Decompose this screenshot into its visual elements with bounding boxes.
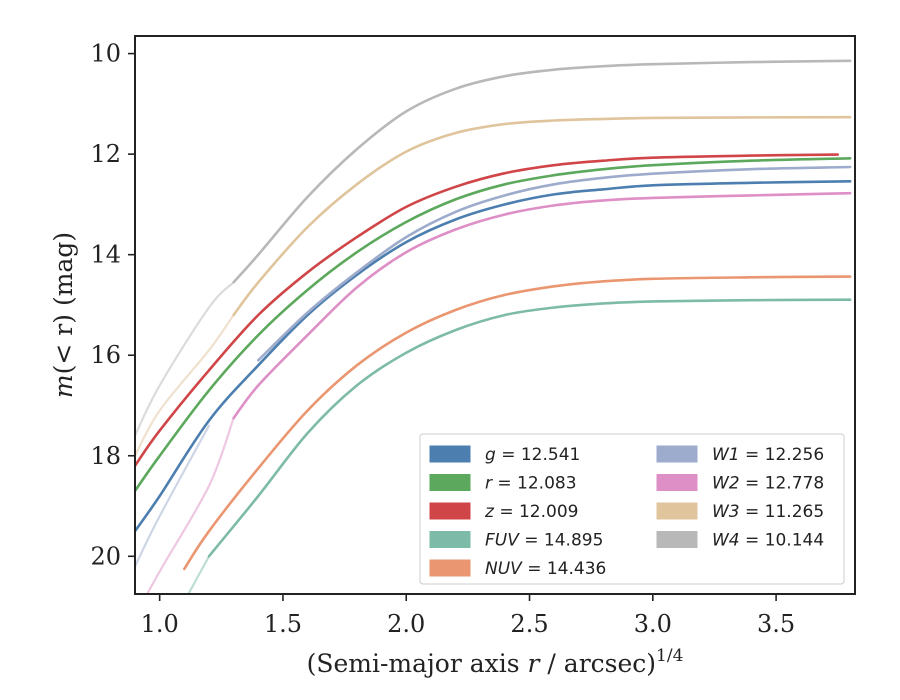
x-axis-label-suffix: / arcsec) (539, 649, 656, 678)
legend-series-value: = 14.436 (522, 559, 607, 579)
x-tick-label: 1.0 (141, 610, 179, 638)
legend-label-nuv: NUV = 14.436 (485, 559, 606, 579)
y-axis: 10 12 14 16 18 20 (90, 40, 135, 570)
legend-series-name: NUV (485, 559, 523, 579)
series-w3-line (232, 115, 852, 317)
series-layer (135, 59, 852, 594)
series-fuv-faint-line (187, 555, 211, 594)
y-axis-label-m: m (49, 374, 78, 398)
legend-series-value: = 12.083 (492, 474, 577, 494)
y-axis-label-unit: (mag) (49, 232, 78, 314)
series-w1-line (257, 165, 852, 362)
legend-series-name: r (485, 474, 493, 494)
legend-swatch-w3 (656, 502, 698, 520)
legend-label-r: r = 12.083 (485, 474, 577, 494)
legend-label-fuv: FUV = 14.895 (485, 531, 603, 551)
legend-label-w2: W2 = 12.778 (712, 474, 824, 494)
y-tick-label: 20 (90, 542, 121, 570)
legend-series-name: W1 (712, 445, 740, 465)
series-z-line (135, 153, 839, 468)
x-axis: 1.0 1.5 2.0 2.5 3.0 3.5 (141, 594, 795, 638)
y-tick-label: 14 (90, 241, 121, 269)
y-tick-label: 12 (90, 140, 121, 168)
legend-label-w1: W1 = 12.256 (712, 445, 824, 465)
series-r-line (135, 157, 852, 493)
plot-frame (134, 35, 856, 595)
legend-series-name: FUV (485, 531, 520, 551)
legend-swatch-w1 (656, 445, 698, 463)
y-axis-label-args: (< r) (49, 314, 78, 374)
series-w2-line (232, 191, 852, 420)
legend-swatch-nuv (429, 559, 471, 577)
x-tick-label: 1.5 (264, 610, 302, 638)
x-axis-label: (Semi-major axis r / arcsec)1/4 (307, 646, 684, 678)
series-nuv-line (183, 275, 852, 571)
legend-series-value: = 12.541 (496, 445, 581, 465)
legend-swatch-fuv (429, 531, 471, 548)
y-tick-label: 10 (90, 40, 121, 68)
legend-swatch-r (429, 474, 471, 491)
series-w1-faint-line (135, 424, 211, 568)
legend-label-w3: W3 = 11.265 (712, 502, 824, 522)
legend-series-name: g (485, 445, 496, 465)
legend-series-value: = 12.256 (740, 445, 825, 465)
y-axis-label: m(< r) (mag) (49, 232, 78, 398)
x-tick-label: 2.0 (387, 610, 425, 638)
x-tick-label: 2.5 (510, 610, 548, 638)
legend-box (419, 433, 845, 585)
x-tick-label: 3.0 (634, 610, 672, 638)
x-axis-label-exponent: 1/4 (656, 646, 683, 666)
x-tick-label: 3.5 (757, 610, 795, 638)
legend-series-value: = 11.265 (740, 502, 825, 522)
x-axis-label-variable: r (528, 649, 542, 678)
legend-series-value: = 12.009 (494, 502, 579, 522)
legend-series-value: = 10.144 (740, 531, 825, 551)
legend-swatch-g (429, 445, 471, 463)
y-tick-label: 16 (90, 341, 121, 369)
y-tick-label: 18 (90, 442, 121, 470)
legend-series-name: z (484, 502, 495, 522)
series-g-line (135, 180, 852, 533)
legend-series-value: = 14.895 (519, 531, 604, 551)
legend-swatch-z (429, 502, 471, 520)
series-w4-line (232, 59, 852, 284)
legend-swatch-w2 (656, 474, 698, 491)
series-w2-faint-line (145, 417, 235, 594)
legend-label-w4: W4 = 10.144 (712, 531, 824, 551)
x-axis-label-prefix: (Semi-major axis (307, 649, 528, 678)
legend-series-name: W4 (712, 531, 740, 551)
legend-series-name: W3 (712, 502, 740, 522)
legend-label-z: z = 12.009 (484, 502, 578, 522)
legend-series-value: = 12.778 (740, 474, 825, 494)
series-fuv-line (207, 298, 852, 558)
series-w3-faint-line (135, 313, 235, 457)
legend-label-g: g = 12.541 (485, 445, 580, 465)
series-w4-faint-line (135, 281, 235, 437)
legend-series-name: W2 (712, 474, 740, 494)
legend-swatch-w4 (656, 531, 698, 548)
